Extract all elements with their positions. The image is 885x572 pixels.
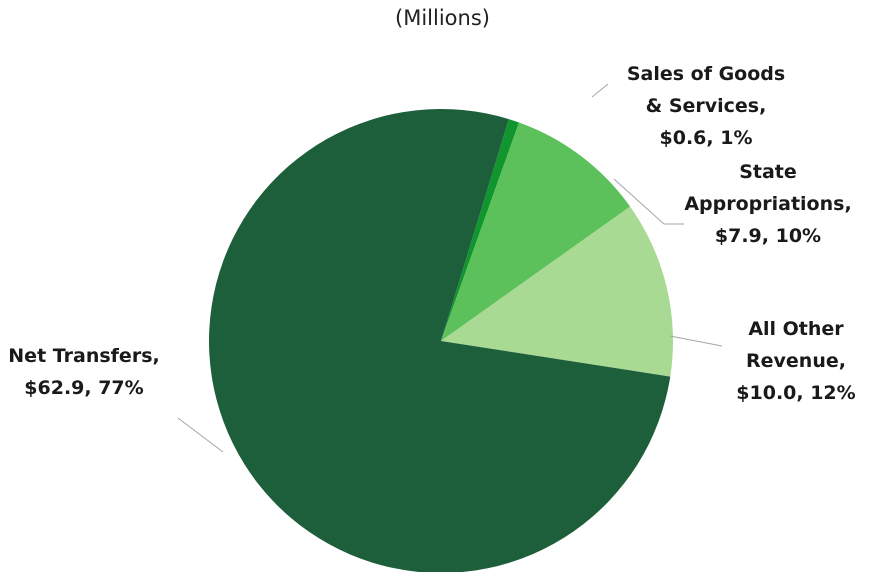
chart-subtitle: (Millions) (395, 6, 490, 30)
leader-line (591, 83, 609, 98)
slice-label-line: $7.9, 10% (715, 225, 821, 247)
leader-line (177, 417, 224, 453)
pie-slice-sales-of-goods-services (441, 119, 520, 341)
slice-label-line: State (739, 161, 797, 183)
slice-label: Net Transfers, $62.9, 77% (8, 345, 159, 399)
leader-line (613, 178, 684, 225)
slice-label: Sales of Goods & Services, $0.6, 1% (627, 63, 785, 149)
slice-label: All Other Revenue, $10.0, 12% (736, 318, 855, 404)
slice-label-line: Sales of Goods (627, 63, 785, 85)
slice-label-line: Appropriations, (684, 193, 851, 215)
pie-slice-net-transfers (209, 109, 671, 572)
slice-label: State Appropriations, $7.9, 10% (684, 161, 851, 247)
leader-line (669, 335, 723, 347)
slice-label-line: $62.9, 77% (24, 377, 143, 399)
slice-label-line: $0.6, 1% (660, 127, 753, 149)
pie-slices (209, 109, 674, 572)
slice-label-line: & Services, (646, 95, 767, 117)
slice-label-line: Net Transfers, (8, 345, 159, 367)
pie-slice-all-other-revenue (441, 206, 674, 377)
slice-label-line: $10.0, 12% (736, 382, 855, 404)
leader-lines (177, 83, 723, 453)
slice-label-line: Revenue, (746, 350, 846, 372)
pie-slice-state-appropriations (441, 122, 631, 342)
slice-labels: Sales of Goods & Services, $0.6, 1% State Ap… (8, 63, 855, 404)
slice-label-line: All Other (748, 318, 844, 340)
